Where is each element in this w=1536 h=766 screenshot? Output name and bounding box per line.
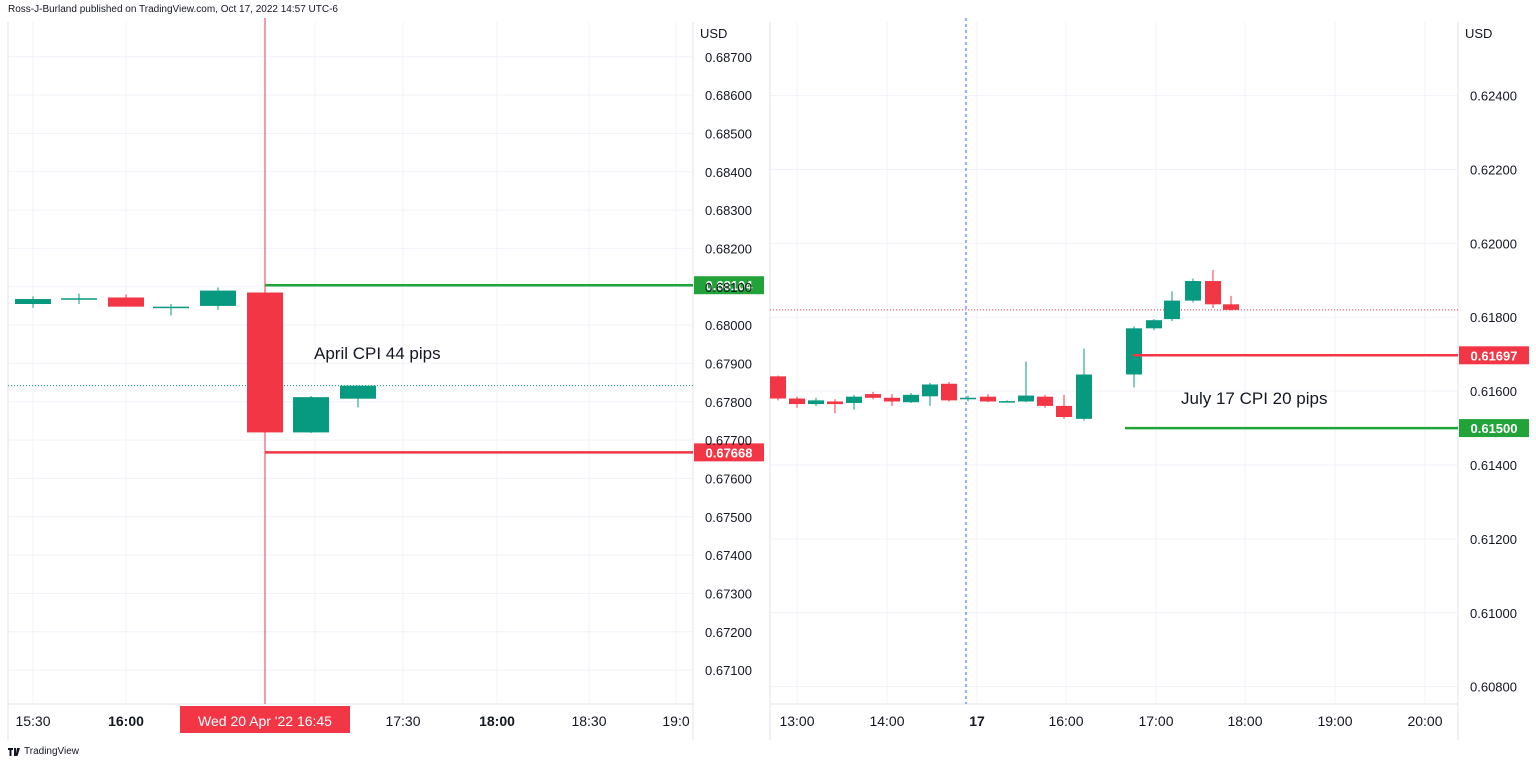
y-tick-label: 0.68300 xyxy=(705,203,752,218)
y-tick-label: 0.67900 xyxy=(705,356,752,371)
y-tick-label: 0.67800 xyxy=(705,395,752,410)
x-tick-label: 13:00 xyxy=(779,713,814,729)
price-label-bg xyxy=(694,443,764,462)
price-label-bg xyxy=(1459,346,1529,365)
candle-body xyxy=(999,401,1015,403)
candle-body xyxy=(1037,396,1053,406)
price-label-red: 0.61697 xyxy=(1471,348,1518,363)
chart-left[interactable]: 0.68104 0.67668 USD 0.68700 0.68600 0.68500 0.… xyxy=(0,18,768,740)
x-tick-label: 17:30 xyxy=(385,713,420,729)
x-tick-label: 18:30 xyxy=(571,713,606,729)
y-tick-label: 0.61200 xyxy=(1470,532,1517,547)
y-tick-label: 0.62000 xyxy=(1470,236,1517,251)
footer: TradingView xyxy=(8,746,79,757)
x-tick-label: 18:00 xyxy=(479,713,515,729)
y-tick-label: 0.67500 xyxy=(705,510,752,525)
candle-body xyxy=(960,397,976,400)
y-tick-label: 0.68100 xyxy=(705,280,752,295)
x-tick-label: 14:00 xyxy=(869,713,904,729)
y-tick-label: 0.68400 xyxy=(705,165,752,180)
candle-body xyxy=(108,297,144,307)
candle-body xyxy=(1018,395,1034,402)
x-tick-label: 19:0 xyxy=(662,713,689,729)
candle-body xyxy=(770,376,786,399)
candle-body xyxy=(884,397,900,402)
candle-body xyxy=(61,298,97,300)
cpi-annotation: July 17 CPI 20 pips xyxy=(1181,389,1327,408)
candle-body xyxy=(789,398,805,405)
candle-body xyxy=(865,394,881,398)
candle-body xyxy=(153,306,189,309)
x-tick-label: 17:00 xyxy=(1138,713,1173,729)
candle-body xyxy=(15,299,51,304)
x-tick-label: 18:00 xyxy=(1227,713,1262,729)
candle-body xyxy=(1056,405,1072,417)
x-tick-label: 15:30 xyxy=(15,713,50,729)
y-tick-label: 0.62400 xyxy=(1470,89,1517,104)
y-tick-label: 0.67100 xyxy=(705,663,752,678)
candle-body xyxy=(1076,374,1092,419)
y-tick-label: 0.68700 xyxy=(705,50,752,65)
candle-body xyxy=(1146,320,1162,329)
y-tick-label: 0.60800 xyxy=(1470,680,1517,695)
candle-body xyxy=(941,383,957,401)
y-tick-label: 0.67300 xyxy=(705,586,752,601)
crosshair-time-label: Wed 20 Apr '22 16:45 xyxy=(198,713,332,729)
candle-body xyxy=(827,401,843,405)
y-tick-label: 0.68500 xyxy=(705,126,752,141)
footer-brand: TradingView xyxy=(24,746,80,757)
candle-body xyxy=(1126,328,1142,375)
y-tick-label: 0.68000 xyxy=(705,318,752,333)
y-tick-label: 0.62200 xyxy=(1470,162,1517,177)
y-tick-label: 0.61000 xyxy=(1470,606,1517,621)
attribution-text: Ross-J-Burland published on TradingView.… xyxy=(8,4,338,15)
y-tick-label: 0.61600 xyxy=(1470,384,1517,399)
y-tick-label: 0.67600 xyxy=(705,471,752,486)
y-tick-label: 0.67700 xyxy=(705,433,752,448)
crosshair-time-label-bg xyxy=(180,706,350,733)
price-label-green: 0.68104 xyxy=(706,278,754,293)
candle-body xyxy=(808,400,824,405)
tradingview-logo-icon xyxy=(8,747,20,756)
candle-body xyxy=(903,394,919,403)
y-tick-label: 0.67400 xyxy=(705,548,752,563)
cpi-annotation: April CPI 44 pips xyxy=(314,344,441,363)
x-tick-label: 19:00 xyxy=(1317,713,1352,729)
candle-body xyxy=(247,292,283,433)
candle-body xyxy=(1164,300,1180,320)
price-label-green: 0.61500 xyxy=(1471,421,1518,436)
candle-body xyxy=(1205,281,1221,305)
x-tick-label: 16:00 xyxy=(108,713,144,729)
x-tick-label: 20:00 xyxy=(1407,713,1442,729)
candle-body xyxy=(922,384,938,397)
candle-body xyxy=(846,396,862,403)
candle-body xyxy=(293,397,329,433)
x-tick-label: 16:00 xyxy=(1048,713,1083,729)
candle-body xyxy=(340,385,376,399)
y-tick-label: 0.61400 xyxy=(1470,458,1517,473)
price-label-red: 0.67668 xyxy=(706,445,753,460)
y-tick-label: 0.68600 xyxy=(705,88,752,103)
currency-label: USD xyxy=(1465,26,1492,41)
y-tick-label: 0.67200 xyxy=(705,625,752,640)
y-tick-label: 0.68200 xyxy=(705,241,752,256)
x-tick-label: 17 xyxy=(969,713,985,729)
candle-body xyxy=(1185,281,1201,301)
y-tick-label: 0.61800 xyxy=(1470,310,1517,325)
candle-body xyxy=(1223,304,1239,310)
chart-right[interactable]: 0.61697 0.61500 USD 0.62400 0.62200 0.62000 0.… xyxy=(768,18,1536,740)
price-label-bg xyxy=(694,276,764,295)
candle-body xyxy=(980,396,996,402)
currency-label: USD xyxy=(700,26,727,41)
candle-body xyxy=(200,290,236,306)
price-label-bg xyxy=(1459,419,1529,438)
